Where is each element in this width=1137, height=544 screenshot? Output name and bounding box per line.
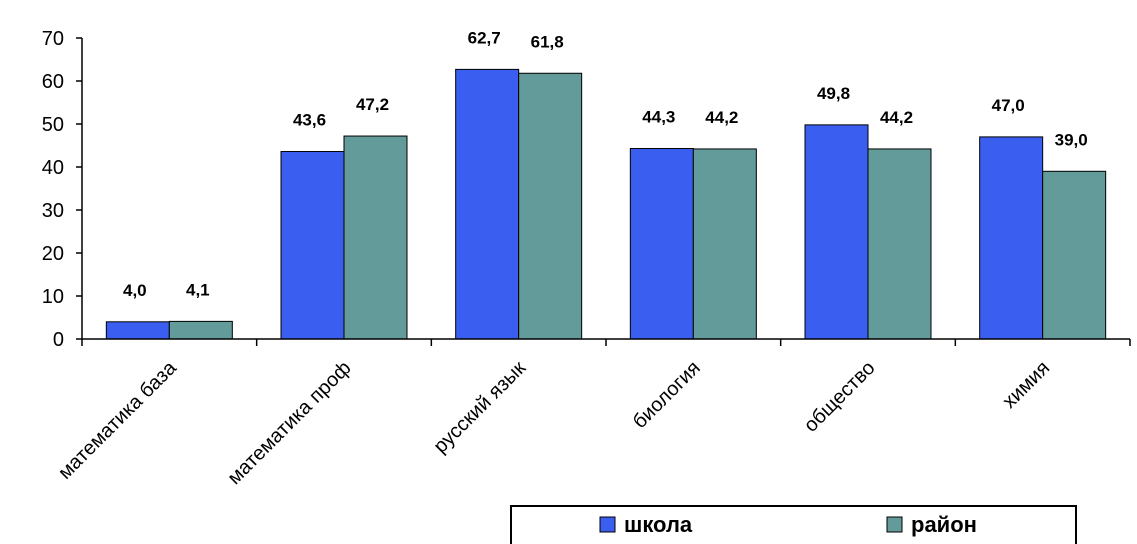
bar-school-5	[980, 137, 1043, 339]
y-tick-label: 10	[42, 286, 64, 308]
bar-district-0	[169, 321, 232, 339]
bar-school-4	[805, 125, 868, 339]
data-label-school-0: 4,0	[123, 281, 147, 300]
data-label-school-5: 47,0	[992, 96, 1025, 115]
data-label-district-5: 39,0	[1055, 130, 1088, 149]
legend-swatch-district	[887, 517, 902, 532]
category-labels-layer: математика база математика проф русский яз…	[54, 356, 1054, 489]
data-label-school-3: 44,3	[642, 108, 675, 127]
category-label-5: химия	[998, 357, 1054, 413]
bar-district-3	[693, 149, 756, 339]
bar-district-5	[1043, 171, 1106, 339]
category-label-2: русский язык	[429, 357, 530, 458]
data-label-district-3: 44,2	[705, 108, 738, 127]
bar-school-3	[630, 149, 693, 339]
data-labels-layer: 4,0 43,6 62,7 44,3 49,8 47,0 4,1 47,2 61,8 44,2 44…	[123, 28, 1088, 299]
category-label-4: общество	[800, 357, 880, 437]
y-tick-label: 0	[53, 329, 64, 351]
data-label-school-1: 43,6	[293, 111, 326, 130]
y-tick-label: 70	[42, 28, 64, 50]
y-ticks-layer: 0 10 20 30 40 50 60 70	[42, 28, 82, 351]
y-tick-label: 60	[42, 71, 64, 93]
y-tick-label: 50	[42, 114, 64, 136]
legend-label-school: школа	[624, 512, 693, 537]
data-label-district-2: 61,8	[531, 32, 564, 51]
legend-box	[511, 506, 1076, 544]
data-label-district-0: 4,1	[186, 280, 210, 299]
legend: школа район	[511, 506, 1076, 544]
category-label-0: математика база	[54, 356, 181, 483]
bar-school-1	[281, 152, 344, 339]
bars-layer	[106, 69, 1105, 339]
y-tick-label: 30	[42, 200, 64, 222]
data-label-district-4: 44,2	[880, 108, 913, 127]
x-ticks-layer	[82, 339, 1130, 346]
bar-district-4	[868, 149, 931, 339]
bar-district-1	[344, 136, 407, 339]
axes-layer	[82, 38, 1130, 339]
legend-swatch-school	[600, 517, 615, 532]
y-tick-label: 20	[42, 243, 64, 265]
legend-label-district: район	[911, 512, 977, 537]
y-tick-label: 40	[42, 157, 64, 179]
data-label-school-2: 62,7	[468, 28, 501, 47]
bar-district-2	[519, 73, 582, 339]
category-label-3: биология	[629, 357, 705, 433]
data-label-district-1: 47,2	[356, 95, 389, 114]
category-label-1: математика проф	[224, 357, 356, 489]
bar-school-2	[456, 69, 519, 339]
data-label-school-4: 49,8	[817, 84, 850, 103]
bar-school-0	[106, 322, 169, 339]
